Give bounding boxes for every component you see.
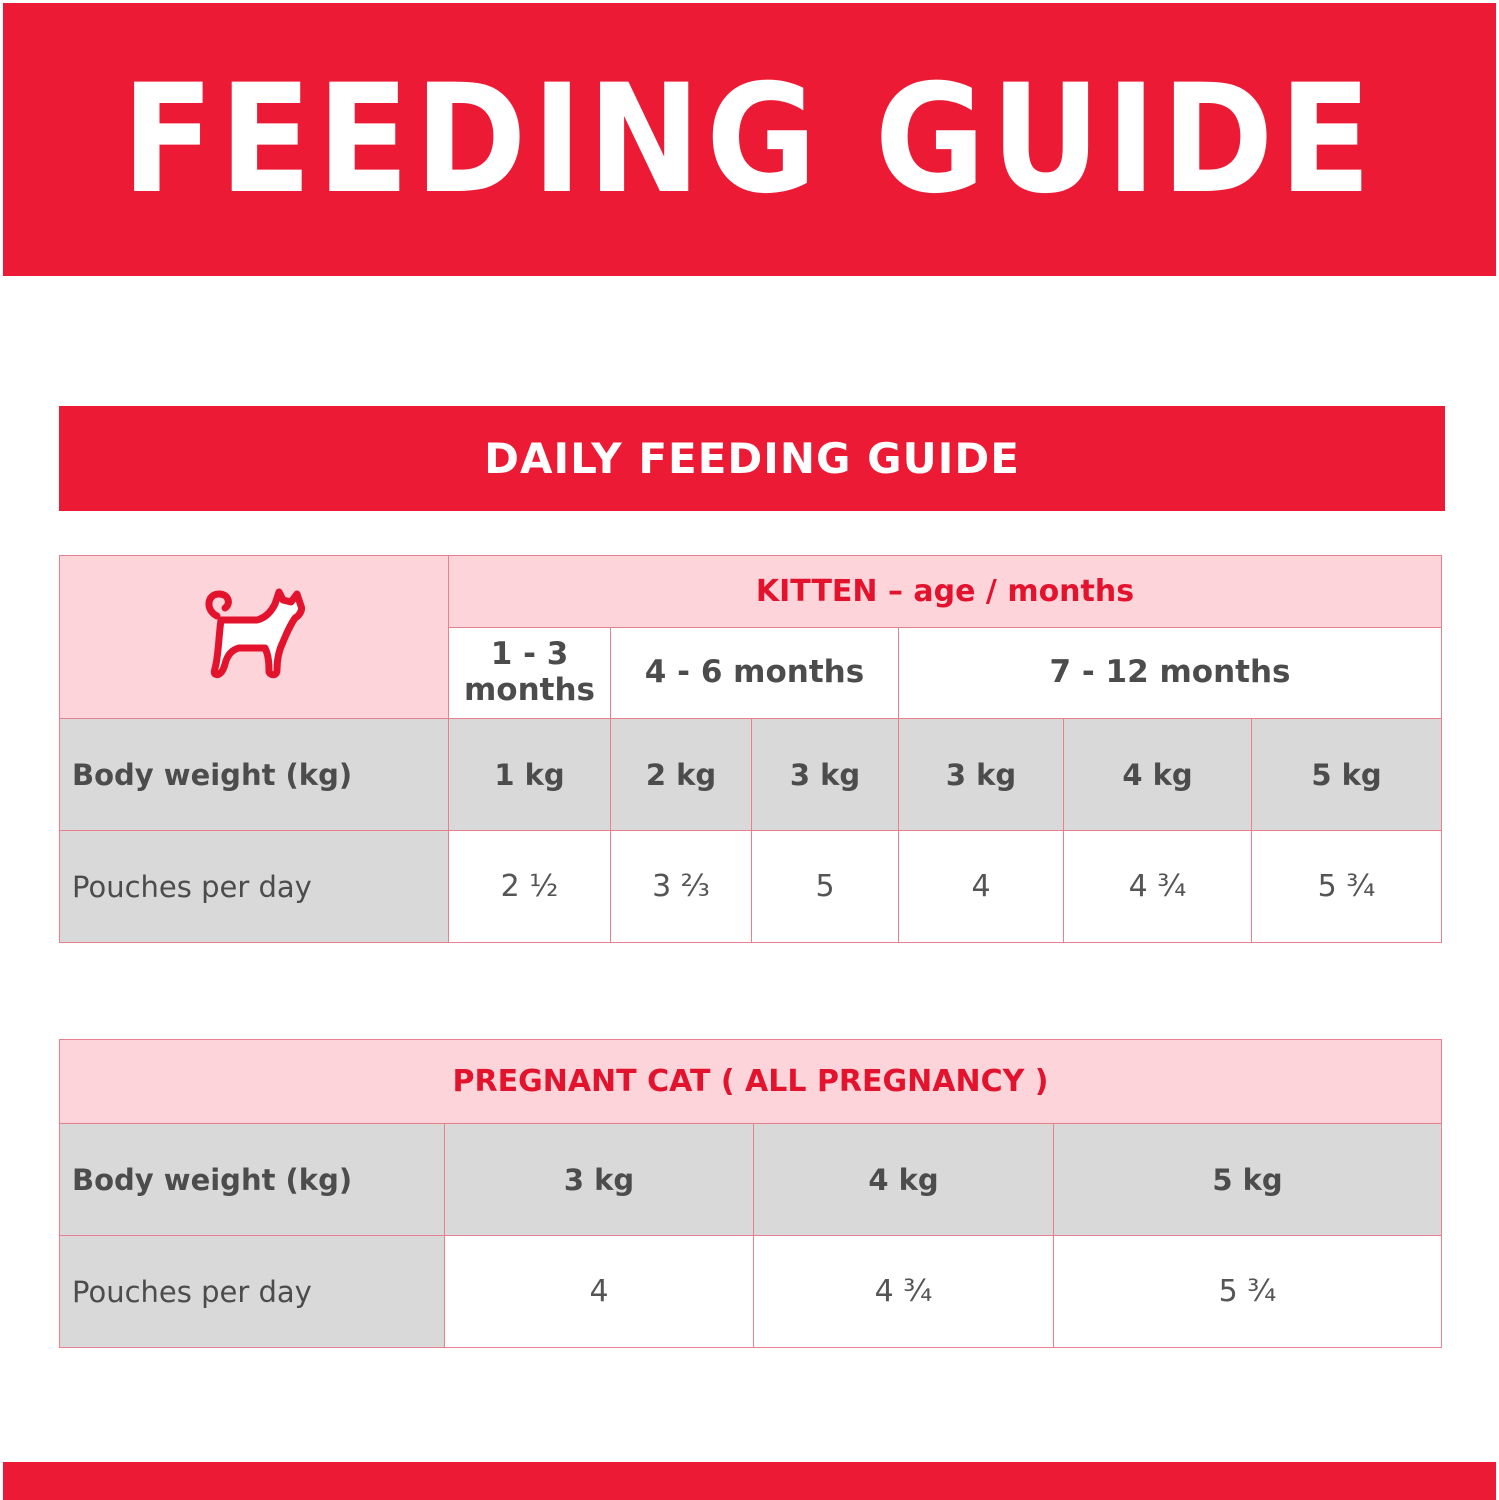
top-banner: FEEDING GUIDE: [3, 3, 1496, 276]
pouches-cell: 4: [898, 830, 1064, 943]
pouches-cell: 4 ¾: [1063, 830, 1252, 943]
pouches-cell: 2 ½: [448, 830, 611, 943]
pregnant-group-header: PREGNANT CAT ( ALL PREGNANCY ): [58, 1039, 1443, 1124]
pouches-cell: 5 ¾: [1251, 830, 1442, 943]
pouches-cell: 4 ¾: [753, 1235, 1054, 1348]
cat-icon-cell: [59, 555, 449, 719]
weight-cell: 1 kg: [448, 718, 611, 831]
pouches-cell: 3 ⅔: [610, 830, 752, 943]
age-group-1: 1 - 3 months: [448, 627, 611, 719]
weight-cell: 2 kg: [610, 718, 752, 831]
weight-cell: 3 kg: [444, 1123, 754, 1236]
pouches-cell: 5: [751, 830, 899, 943]
section-banner: DAILY FEEDING GUIDE: [59, 406, 1445, 511]
bottom-bar: [3, 1462, 1496, 1500]
age-group-2: 4 - 6 months: [610, 627, 899, 719]
weight-cell: 5 kg: [1052, 1123, 1443, 1236]
weight-cell: 4 kg: [1063, 718, 1252, 831]
cat-outline-icon: [205, 588, 305, 679]
pouches-cell: 4: [444, 1235, 754, 1348]
pouches-label: Pouches per day: [59, 830, 449, 943]
kitten-group-header: KITTEN – age / months: [448, 555, 1442, 628]
age-group-3: 7 - 12 months: [898, 627, 1442, 719]
weight-cell: 3 kg: [898, 718, 1064, 831]
kitten-feeding-table: KITTEN – age / months 1 - 3 months 4 - 6…: [59, 555, 1442, 943]
weight-cell: 4 kg: [753, 1123, 1054, 1236]
body-weight-label: Body weight (kg): [59, 1123, 445, 1236]
pouches-label: Pouches per day: [59, 1235, 445, 1348]
pouches-cell: 5 ¾: [1052, 1235, 1443, 1348]
section-title: DAILY FEEDING GUIDE: [484, 434, 1020, 483]
pregnant-feeding-table: PREGNANT CAT ( ALL PREGNANCY ) Body weig…: [58, 1039, 1443, 1348]
weight-cell: 3 kg: [751, 718, 899, 831]
body-weight-label: Body weight (kg): [59, 718, 449, 831]
page-title: FEEDING GUIDE: [122, 52, 1377, 227]
weight-cell: 5 kg: [1251, 718, 1442, 831]
